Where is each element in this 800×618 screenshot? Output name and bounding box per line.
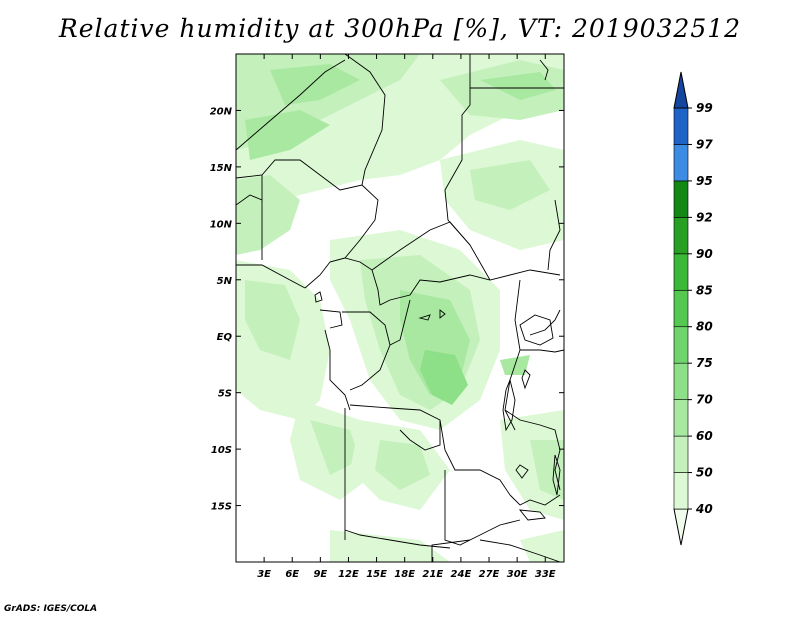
colorbar-label: 97 [696,137,713,151]
colorbar-label: 85 [696,283,713,297]
lon-tick-label: 3E [257,569,271,580]
longitude-axis: 3E 6E 9E 12E 15E 18E 21E 24E 27E 30E 33E [257,54,556,580]
credit-text: GrADS: IGES/COLA [4,604,98,614]
lon-tick-label: 15E [366,569,387,580]
colorbar-segment [673,362,689,400]
colorbar-segment [673,472,689,510]
lat-tick-label: 15S [211,502,232,513]
humidity-shading [236,54,564,562]
colorbar-segment [673,399,689,437]
lat-tick-label: 10N [210,219,233,230]
country-borders [236,54,564,562]
lat-tick-label: EQ [217,332,233,343]
colorbar-segment [673,253,689,291]
lakes [314,291,561,521]
lon-tick-label: 27E [479,569,500,580]
lon-tick-label: 18E [394,569,415,580]
colorbar-label: 40 [695,502,713,516]
lon-tick-label: 30E [507,569,528,580]
colorbar-label: 50 [696,466,713,480]
lat-tick-label: 5S [218,389,232,400]
colorbar-segment [673,289,689,328]
colorbar-segment [673,180,689,218]
colorbar-label: 70 [696,393,713,407]
lon-tick-label: 9E [313,569,327,580]
colorbar-label: 95 [696,174,713,188]
colorbar-segment [673,217,689,255]
lon-tick-label: 12E [338,569,359,580]
colorbar-segment [673,144,689,182]
lon-tick-label: 24E [451,569,472,580]
map-frame [235,53,565,563]
lon-tick-label: 6E [285,569,299,580]
lat-tick-label: 20N [210,106,233,117]
colorbar-label: 60 [696,429,713,443]
lat-tick-label: 5N [217,276,233,287]
colorbar-label: 80 [696,320,713,334]
colorbar-segment [673,435,689,473]
colorbar-segment [673,107,689,145]
colorbar-upper-extension [673,71,689,109]
lat-tick-label: 15N [210,163,233,174]
colorbar-label: 75 [696,356,713,370]
colorbar-segment [673,326,689,364]
latitude-axis: 20N 15N 10N 5N EQ 5S 10S 15S [210,106,564,513]
colorbar: 40 50 60 70 75 80 85 90 92 95 97 99 [673,71,713,546]
colorbar-label: 99 [696,101,713,115]
map-title: Relative humidity at 300hPa [%], VT: 201… [58,14,742,43]
lat-tick-label: 10S [211,445,232,456]
lon-tick-label: 33E [535,569,556,580]
colorbar-label: 92 [696,210,713,224]
lon-tick-label: 21E [422,569,443,580]
colorbar-lower-extension [673,508,689,546]
colorbar-label: 90 [696,247,713,261]
